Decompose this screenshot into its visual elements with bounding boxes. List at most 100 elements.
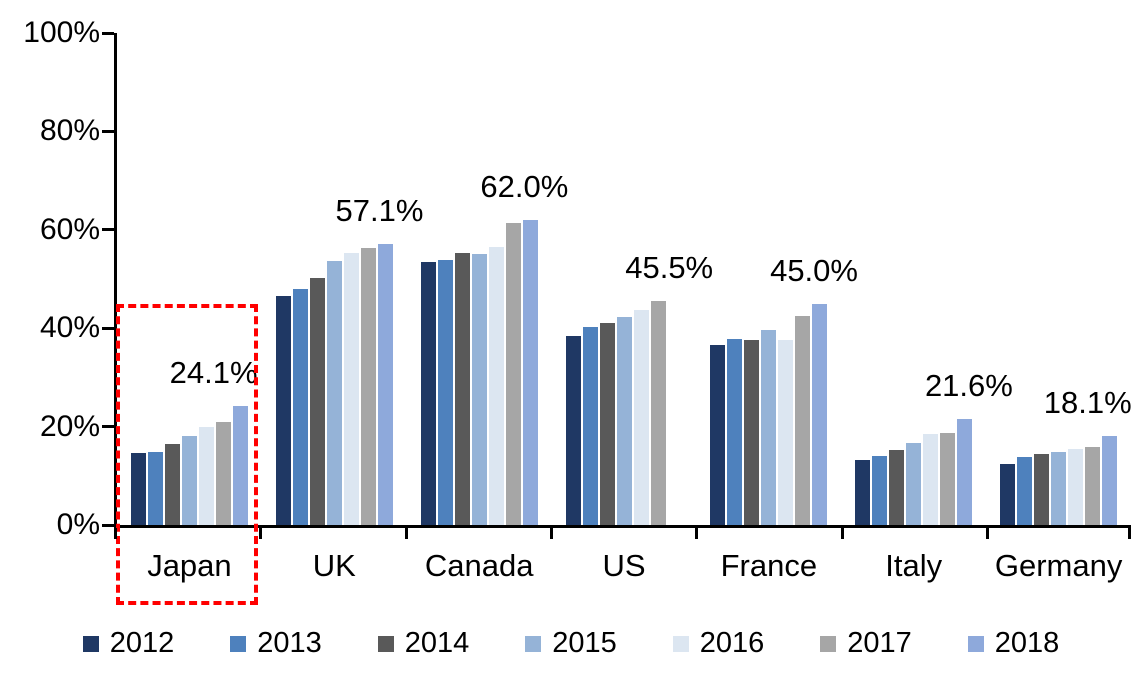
bar-slot [505,222,521,525]
bar-italy-2018 [957,418,973,525]
category-label-france: France [720,548,818,583]
legend-label-2014: 2014 [404,627,470,659]
bar-uk-2013 [292,288,308,525]
legend-label-2013: 2013 [257,627,322,659]
bar-slot [164,443,180,525]
y-tick-label-0: 0% [56,508,100,541]
legend-swatch-2018 [967,635,984,652]
x-axis-tick [985,528,989,539]
category-label-italy: Italy [885,548,943,583]
bar-italy-2012 [855,459,871,525]
bar-canada-2015 [471,254,487,525]
bar-slot [309,277,325,525]
bar-us-2016 [633,310,649,525]
bar-us-2017 [650,301,666,525]
bar-canada-2016 [488,246,504,525]
bar-slot [812,303,828,525]
legend-label-2016: 2016 [699,627,765,659]
x-axis-tick [840,528,844,539]
legend-label-2018: 2018 [994,627,1060,659]
bar-germany-2013 [1017,456,1033,525]
category-label-canada: Canada [424,548,534,583]
bar-slot [522,219,538,525]
x-axis-tick [114,528,117,539]
data-label-canada: 62.0% [480,168,569,204]
bar-slot [650,301,666,525]
bar-japan-2015 [181,436,197,525]
bar-uk-2014 [309,277,325,525]
bar-group-japan: 24.1% Japan [117,33,262,583]
bar-slot [872,455,888,525]
bar-canada-2018 [522,219,538,525]
bar-slot [761,330,777,525]
bar-slot [130,453,146,525]
bar-japan-2013 [147,451,163,525]
bar-slot [1068,449,1084,525]
legend-swatch-2015 [525,635,542,652]
bar-slot [744,339,760,525]
legend-swatch-2014 [377,635,394,652]
bar-italy-2013 [872,455,888,525]
legend-swatch-2013 [230,635,247,652]
bar-slot [326,261,342,525]
category-label-uk: UK [312,548,356,583]
bar-slot [855,459,871,525]
bar-slot [360,247,376,525]
bar-slot [198,426,214,525]
bar-slot [1034,454,1050,525]
bar-uk-2012 [275,295,291,525]
legend-swatch-2017 [820,635,837,652]
y-axis-tick [102,523,114,527]
bar-germany-2017 [1085,447,1101,525]
bar-slot [147,451,163,525]
bar-group-italy: 21.6% Italy [841,33,1013,583]
bar-italy-2015 [906,442,922,525]
data-label-us: 45.5% [625,250,714,286]
bar-france-2012 [710,344,726,525]
bar-slot [275,295,291,525]
bar-canada-2014 [454,253,470,525]
data-label-germany: 18.1% [1043,384,1132,420]
bar-canada-2012 [420,262,436,525]
bar-japan-2018 [232,406,248,525]
legend-label-2012: 2012 [109,627,175,659]
category-label-japan: Japan [147,548,232,583]
bar-slot [1017,456,1033,525]
bar-slot [181,436,197,525]
legend-swatch-2012 [82,635,99,652]
bar-slot [488,246,504,525]
x-axis-tick [549,528,553,539]
bar-germany-2014 [1034,454,1050,525]
bar-france-2015 [761,330,777,525]
x-axis-tick [1128,528,1131,539]
legend-item-2014: 2014 [377,627,470,660]
y-axis-tick [102,129,114,133]
x-axis-tick [404,528,408,539]
bar-slot [1051,452,1067,525]
y-tick-label-100: 100% [23,16,100,49]
legend: 2012 2013 2014 2015 2016 2017 2018 [0,627,1142,660]
legend-item-2015: 2015 [525,627,617,660]
y-tick-label-60: 60% [39,213,100,246]
bar-italy-2017 [940,433,956,525]
bar-uk-2015 [326,261,342,525]
bar-slot [1085,447,1101,525]
bar-uk-2017 [360,247,376,525]
bar-slot [582,327,598,525]
bar-slot [957,418,973,525]
bar-group-canada: 62.0% Canada [407,33,568,583]
bar-japan-2014 [164,443,180,525]
bar-slot [906,442,922,525]
y-tick-label-20: 20% [39,410,100,443]
bar-france-2018 [812,303,828,525]
y-axis-tick [102,425,114,429]
bar-germany-2012 [1000,464,1016,525]
y-axis-tick [102,228,114,232]
bar-slot [292,288,308,525]
bar-canada-2017 [505,222,521,525]
bar-us-2015 [616,317,632,525]
x-axis-tick [695,528,699,539]
y-axis-tick [102,326,114,330]
bar-group-france: 45.0% France [696,33,858,583]
